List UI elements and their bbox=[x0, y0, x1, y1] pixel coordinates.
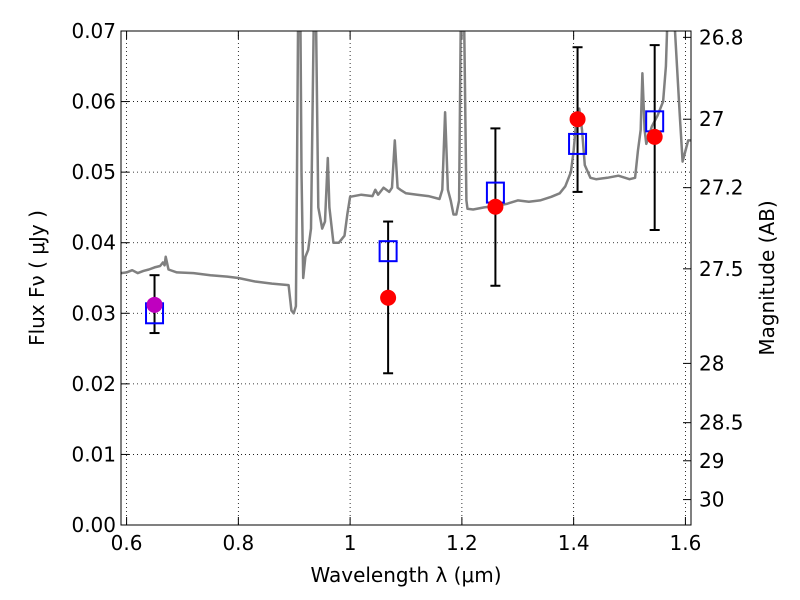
x-tick-label: 0.6 bbox=[111, 531, 143, 555]
flux-point bbox=[487, 198, 504, 215]
y-tick-label: 0.03 bbox=[71, 301, 116, 325]
x-tick-label: 0.8 bbox=[222, 531, 254, 555]
flux-point bbox=[569, 111, 586, 128]
flux-point bbox=[146, 296, 163, 313]
y2-tick-label: 29 bbox=[699, 449, 724, 473]
model-square-marker bbox=[568, 132, 588, 155]
y-tick-label: 0.01 bbox=[71, 442, 116, 466]
y-tick-label: 0.06 bbox=[71, 90, 116, 114]
y2-axis-title: Magnitude (AB) bbox=[755, 200, 779, 355]
y2-tick-label: 26.8 bbox=[699, 25, 744, 49]
x-axis-title: Wavelength λ (μm) bbox=[310, 563, 501, 587]
series-layer bbox=[121, 31, 691, 375]
spectrum-line bbox=[121, 31, 691, 315]
y-tick-label: 0.02 bbox=[71, 372, 116, 396]
y-axis-title: Flux Fν ( μJy ) bbox=[25, 210, 49, 346]
x-tick-label: 1.4 bbox=[558, 531, 590, 555]
y-tick-label: 0.04 bbox=[71, 231, 116, 255]
flux-point bbox=[646, 128, 663, 145]
y2-tick-label: 27.2 bbox=[699, 176, 744, 200]
y-tick-label: 0.05 bbox=[71, 160, 116, 184]
y-tick-label: 0.07 bbox=[71, 19, 116, 43]
plot-frame bbox=[120, 30, 692, 526]
y2-tick-label: 27.5 bbox=[699, 257, 744, 281]
flux-point bbox=[380, 289, 397, 306]
plot-background bbox=[121, 31, 691, 525]
y2-tick-label: 30 bbox=[699, 488, 724, 512]
x-tick-label: 1 bbox=[344, 531, 357, 555]
y-tick-label: 0.00 bbox=[71, 513, 116, 537]
y2-tick-label: 28 bbox=[699, 351, 724, 375]
y2-tick-label: 28.5 bbox=[699, 411, 744, 435]
model-square-marker bbox=[378, 240, 398, 263]
axis-ticks bbox=[121, 30, 691, 526]
x-tick-label: 1.2 bbox=[446, 531, 478, 555]
y2-tick-label: 27 bbox=[699, 107, 724, 131]
x-tick-label: 1.6 bbox=[670, 531, 702, 555]
tick-labels: 0.6 0.8 1 1.2 1.4 1.6 0.00 0.01 0.02 0.03 0.04 0.05… bbox=[71, 19, 743, 555]
